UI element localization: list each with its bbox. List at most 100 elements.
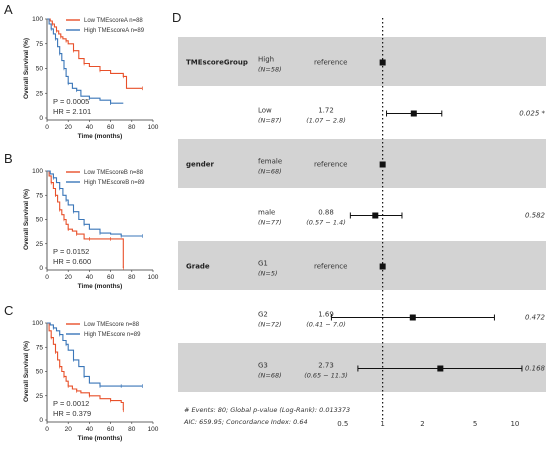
x-tick-label: 80 [128, 274, 136, 281]
forest-level-label: female [258, 158, 282, 166]
forest-sample-size: (N=68) [258, 168, 282, 176]
y-tick-label: 25 [36, 393, 44, 400]
forest-p-value: 0.582 [525, 212, 546, 220]
y-tick-label: 75 [36, 344, 44, 351]
forest-point-estimate [410, 110, 417, 117]
hazard-ratio-label: HR = 2.101 [53, 107, 91, 116]
legend-label: Low TMEscore n=88 [84, 322, 140, 328]
forest-confidence-interval: (0.41 − 7.0) [306, 321, 345, 329]
x-tick-label: 0 [45, 124, 49, 131]
forest-x-tick-label: 5 [473, 420, 477, 428]
legend-label: High TMEscoreA n=89 [84, 28, 145, 34]
p-value-label: P = 0.0012 [53, 399, 89, 408]
y-tick-label: 50 [36, 217, 44, 224]
legend-label: Low TMEscoreB n=88 [84, 170, 144, 176]
x-axis-title: Time (months) [78, 133, 123, 140]
survival-curve-high [47, 170, 143, 237]
forest-x-tick-label: 2 [420, 420, 424, 428]
forest-footer-aic: AIC: 659.95; Concordance Index: 0.64 [183, 418, 308, 426]
x-tick-label: 20 [65, 274, 73, 281]
forest-x-tick-label: 0.5 [337, 420, 348, 428]
panel-letter: B [4, 151, 13, 166]
forest-row-band [178, 139, 546, 188]
forest-sample-size: (N=5) [258, 270, 278, 278]
forest-point-estimate [372, 212, 379, 219]
forest-reference-label: reference [314, 59, 347, 67]
forest-point-estimate [379, 161, 386, 168]
survival-curve-low [47, 18, 143, 89]
y-axis-title: Overall Survival (%) [23, 341, 30, 402]
forest-sample-size: (N=77) [258, 219, 282, 227]
y-tick-label: 25 [36, 90, 44, 97]
x-tick-label: 100 [148, 274, 159, 281]
forest-x-tick-label: 10 [510, 420, 519, 428]
forest-x-tick-label: 1 [380, 420, 384, 428]
y-tick-label: 50 [36, 66, 44, 73]
panel-letter: A [4, 2, 13, 17]
x-tick-label: 80 [128, 124, 136, 131]
forest-variable-name: gender [186, 161, 215, 169]
forest-sample-size: (N=58) [258, 66, 282, 74]
survival-curve-low [47, 322, 124, 411]
forest-reference-label: reference [314, 263, 347, 271]
y-tick-label: 50 [36, 369, 44, 376]
forest-level-label: male [258, 209, 275, 217]
x-tick-label: 60 [107, 124, 115, 131]
legend-label: Low TMEscoreA n=88 [84, 18, 143, 24]
forest-row-band [178, 37, 546, 86]
x-tick-label: 60 [107, 426, 115, 433]
x-tick-label: 100 [148, 124, 159, 131]
legend-label: High TMEscoreB n=89 [84, 180, 145, 186]
hazard-ratio-label: HR = 0.379 [53, 409, 91, 418]
forest-row-band [178, 343, 546, 392]
forest-confidence-interval: (1.07 − 2.8) [306, 117, 345, 125]
panel-letter: D [172, 10, 181, 25]
forest-reference-label: reference [314, 161, 347, 169]
forest-sample-size: (N=87) [258, 117, 282, 125]
y-tick-label: 25 [36, 241, 44, 248]
p-value-label: P = 0.0152 [53, 247, 89, 256]
panel-letter: C [4, 303, 13, 318]
forest-point-estimate [437, 365, 444, 372]
forest-p-value: 0.472 [525, 314, 546, 322]
x-tick-label: 100 [148, 426, 159, 433]
forest-p-value: 0.025 * [519, 110, 545, 118]
forest-hazard-ratio-value: 2.73 [318, 362, 334, 370]
forest-row-band [178, 241, 546, 290]
forest-level-label: G2 [258, 311, 268, 319]
y-tick-label: 75 [36, 41, 44, 48]
y-tick-label: 100 [32, 168, 43, 175]
forest-level-label: G1 [258, 260, 268, 268]
x-tick-label: 0 [45, 426, 49, 433]
forest-variable-name: Grade [186, 263, 210, 271]
x-tick-label: 20 [65, 124, 73, 131]
forest-variable-name: TMEscoreGroup [186, 59, 248, 67]
x-tick-label: 0 [45, 274, 49, 281]
p-value-label: P = 0.0005 [53, 97, 89, 106]
x-tick-label: 20 [65, 426, 73, 433]
x-tick-label: 40 [86, 426, 94, 433]
y-axis-title: Overall Survival (%) [23, 38, 30, 99]
forest-sample-size: (N=72) [258, 321, 282, 329]
forest-point-estimate [409, 314, 416, 321]
km-panel-a: A 0 25 50 75 100 0 20 40 60 80 100 Overall Survival … [4, 2, 159, 140]
forest-hazard-ratio-value: 1.72 [318, 107, 334, 115]
forest-sample-size: (N=68) [258, 372, 282, 380]
y-tick-label: 100 [32, 320, 43, 327]
y-tick-label: 0 [39, 265, 43, 272]
forest-hazard-ratio-value: 1.69 [318, 311, 334, 319]
x-tick-label: 40 [86, 274, 94, 281]
forest-plot-panel-d: D TMEscoreGroup High (N=58) reference Low (N=8… [172, 10, 546, 428]
y-tick-label: 0 [39, 417, 43, 424]
x-tick-label: 60 [107, 274, 115, 281]
y-axis-title: Overall Survival (%) [23, 189, 30, 250]
forest-level-label: Low [258, 107, 272, 115]
x-axis-title: Time (months) [78, 283, 123, 290]
y-tick-label: 0 [39, 115, 43, 122]
y-tick-label: 100 [32, 16, 43, 23]
km-panel-b: B 0 25 50 75 100 0 20 40 60 80 100 Overall Survival … [4, 151, 159, 290]
forest-confidence-interval: (0.65 − 11.3) [304, 372, 348, 380]
survival-curve-high [47, 322, 143, 387]
forest-level-label: G3 [258, 362, 268, 370]
